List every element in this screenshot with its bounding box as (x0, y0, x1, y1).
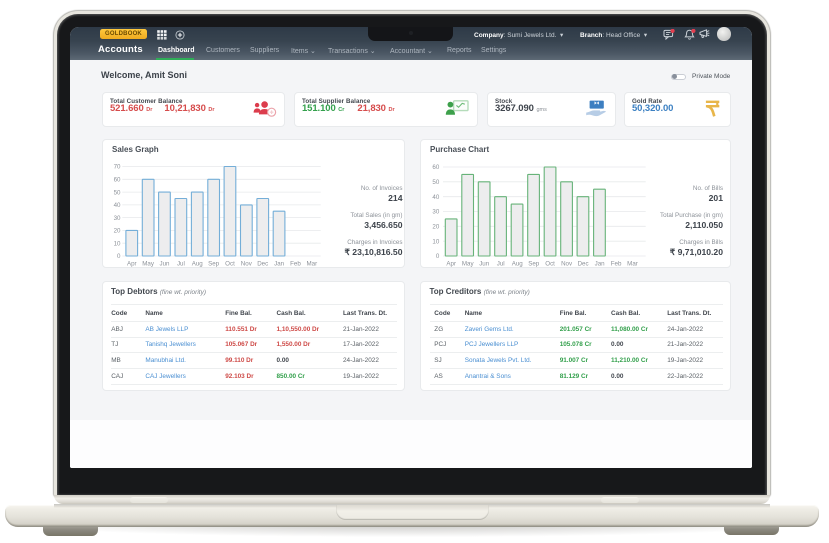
svg-text:40: 40 (432, 194, 439, 201)
svg-text:Jul: Jul (497, 261, 505, 268)
svg-text:Mar: Mar (306, 261, 317, 268)
svg-text:Apr: Apr (446, 261, 456, 268)
svg-text:0: 0 (117, 253, 121, 260)
svg-text:20: 20 (113, 228, 120, 235)
svg-text:Jan: Jan (274, 261, 285, 268)
svg-text:Sep: Sep (208, 261, 220, 268)
svg-text:Dec: Dec (578, 261, 589, 268)
svg-text:Oct: Oct (225, 261, 235, 268)
svg-text:Aug: Aug (512, 261, 524, 268)
svg-text:Mar: Mar (627, 261, 638, 268)
svg-text:Apr: Apr (126, 261, 136, 268)
svg-text:Nov: Nov (240, 261, 252, 268)
svg-text:Dec: Dec (257, 261, 268, 268)
svg-text:30: 30 (432, 209, 439, 216)
svg-text:10: 10 (432, 238, 439, 245)
svg-text:10: 10 (113, 240, 120, 247)
svg-text:Nov: Nov (561, 261, 573, 268)
svg-text:50: 50 (432, 179, 439, 186)
svg-text:Sep: Sep (528, 261, 540, 268)
svg-text:Jul: Jul (176, 261, 184, 268)
svg-text:May: May (462, 261, 475, 268)
svg-text:60: 60 (432, 164, 439, 171)
svg-text:30: 30 (113, 215, 120, 222)
svg-text:0: 0 (436, 253, 440, 260)
svg-text:Feb: Feb (290, 261, 301, 268)
svg-text:Oct: Oct (545, 261, 555, 268)
svg-text:Aug: Aug (191, 261, 203, 268)
svg-text:20: 20 (432, 224, 439, 231)
svg-text:40: 40 (113, 202, 120, 209)
svg-text:50: 50 (113, 189, 120, 196)
svg-text:Feb: Feb (611, 261, 622, 268)
svg-text:Jun: Jun (159, 261, 170, 268)
svg-text:60: 60 (113, 177, 120, 184)
svg-text:Jan: Jan (595, 261, 606, 268)
svg-text:70: 70 (113, 164, 120, 171)
svg-text:May: May (142, 261, 155, 268)
svg-text:Jun: Jun (479, 261, 490, 268)
